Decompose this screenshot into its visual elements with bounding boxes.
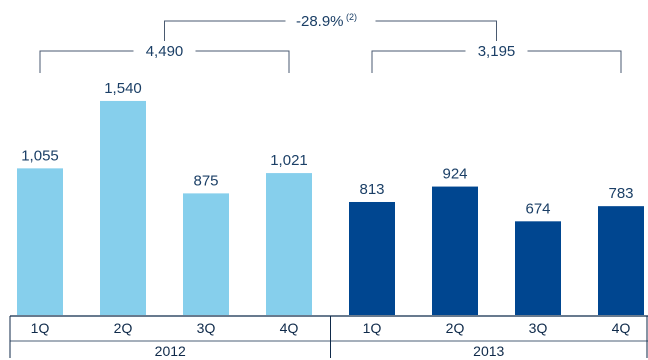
tick-label-2012-3Q: 3Q bbox=[197, 320, 216, 336]
value-label-2012-4Q: 1,021 bbox=[270, 152, 308, 169]
group-bracket-left-2013 bbox=[371, 50, 466, 73]
bar-2013-4Q bbox=[598, 206, 644, 315]
tick-label-2013-1Q: 1Q bbox=[363, 320, 382, 336]
bar-2012-1Q bbox=[17, 168, 63, 315]
value-label-2012-2Q: 1,540 bbox=[104, 80, 142, 97]
value-label-2013-2Q: 924 bbox=[442, 166, 467, 183]
bars-layer: 1,055 1,540 875 1,021 813 924 674 783 bbox=[17, 80, 644, 315]
year-label-2013: 2013 bbox=[473, 343, 504, 359]
bar-2012-4Q bbox=[266, 173, 312, 315]
tick-label-2013-4Q: 4Q bbox=[612, 320, 631, 336]
value-label-2012-3Q: 875 bbox=[193, 172, 218, 189]
value-label-2013-4Q: 783 bbox=[608, 185, 633, 202]
bar-2012-3Q bbox=[183, 193, 229, 315]
group-total-2012: 4,490 bbox=[146, 43, 184, 60]
tick-label-2012-2Q: 2Q bbox=[114, 320, 133, 336]
bar-2012-2Q bbox=[100, 100, 146, 315]
value-label-2012-1Q: 1,055 bbox=[21, 147, 59, 164]
change-footnote-marker: (2) bbox=[344, 12, 358, 22]
bar-2013-3Q bbox=[515, 221, 561, 315]
bar-2013-1Q bbox=[349, 201, 395, 315]
axis-layer: 1Q 2Q 3Q 4Q 1Q 2Q 3Q 4Q 2012 2013 bbox=[9, 315, 648, 359]
tick-label-2013-3Q: 3Q bbox=[529, 320, 548, 336]
group-bracket-left-2012 bbox=[39, 50, 134, 73]
change-bracket-left bbox=[164, 20, 286, 41]
tick-label-2012-4Q: 4Q bbox=[280, 320, 299, 336]
group-bracket-right-2012 bbox=[195, 50, 290, 73]
brackets-layer: 4,490 3,195 -28.9% (2) bbox=[39, 12, 622, 73]
value-label-2013-3Q: 674 bbox=[525, 200, 550, 217]
group-bracket-right-2013 bbox=[527, 50, 622, 73]
change-label: -28.9% (2) bbox=[296, 12, 357, 30]
tick-label-2012-1Q: 1Q bbox=[31, 320, 50, 336]
bar-2013-2Q bbox=[432, 186, 478, 315]
year-label-2012: 2012 bbox=[155, 343, 186, 359]
group-total-2013: 3,195 bbox=[478, 43, 516, 60]
value-label-2013-1Q: 813 bbox=[359, 181, 384, 198]
tick-label-2013-2Q: 2Q bbox=[446, 320, 465, 336]
change-bracket-right bbox=[375, 20, 497, 41]
